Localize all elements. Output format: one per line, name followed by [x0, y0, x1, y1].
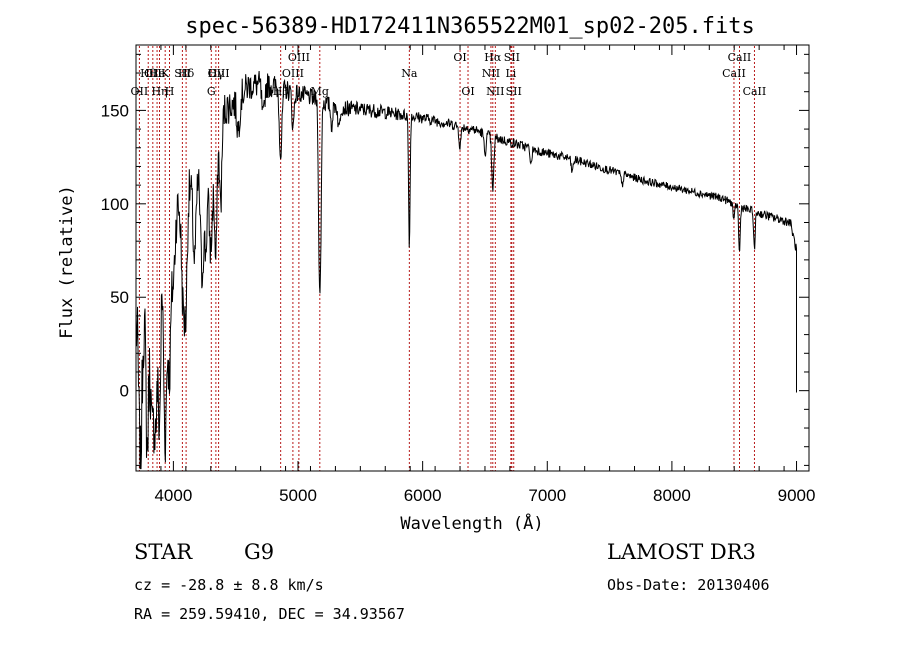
coordinates-text: RA = 259.59410, DEC = 34.93567	[134, 605, 405, 623]
line-marker-group	[138, 46, 755, 471]
x-tick-label: 9000	[778, 486, 816, 505]
line-label-27: CaII	[743, 85, 767, 98]
line-label-3: He	[149, 67, 165, 80]
plot-frame	[135, 44, 810, 472]
line-label-18: OI	[461, 85, 474, 98]
y-tick-label: 100	[101, 195, 129, 214]
line-label-25: CaII	[722, 67, 746, 80]
y-tick-label: 0	[120, 382, 129, 401]
x-tick-label: 8000	[653, 486, 691, 505]
line-label-22: Li	[505, 67, 516, 80]
line-label-24: SII	[506, 85, 522, 98]
line-label-10: Hγ	[208, 67, 225, 80]
line-label-group: OIIHθOIIHeHηKHSIIHδGHγOIIIHβOIIIOIIIMgNa…	[131, 51, 767, 98]
line-label-16: Na	[401, 67, 418, 80]
line-label-6: H	[165, 85, 175, 98]
object-subclass: G9	[244, 540, 274, 564]
x-axis-label: Wavelength (Å)	[400, 512, 543, 534]
x-tick-label: 5000	[279, 486, 317, 505]
spectrum-line	[135, 70, 797, 470]
line-label-7: SII	[174, 67, 190, 80]
chart-title: spec-56389-HD172411N365522M01_sp02-205.f…	[185, 14, 755, 39]
obs-date-text: Obs-Date: 20130406	[607, 576, 770, 594]
y-tick-label: 50	[110, 288, 129, 307]
line-label-13: OIII	[282, 67, 304, 80]
line-label-26: CaII	[728, 51, 752, 64]
line-label-1: Hθ	[140, 67, 157, 80]
line-label-5: K	[161, 67, 170, 80]
x-tick-label: 6000	[404, 486, 442, 505]
x-tick-label: 7000	[528, 486, 566, 505]
line-label-9: G	[207, 85, 216, 98]
line-label-4: Hη	[151, 85, 167, 98]
line-label-21: NII	[486, 85, 504, 98]
x-tick-label: 4000	[154, 486, 192, 505]
line-label-11: OIII	[208, 67, 230, 80]
y-axis-ticks: 0 50 100 150	[101, 53, 809, 466]
y-axis-label: Flux (relative)	[57, 185, 77, 339]
line-label-17: OI	[453, 51, 466, 64]
line-label-19: NII	[482, 67, 500, 80]
y-tick-label: 150	[101, 101, 129, 120]
x-axis-ticks: 4000 5000 6000 7000 8000 9000	[135, 45, 816, 505]
line-label-20: Hα	[484, 51, 502, 64]
redshift-text: cz = -28.8 ± 8.8 km/s	[134, 576, 324, 594]
object-class: STAR	[134, 540, 193, 564]
line-label-23: SII	[504, 51, 520, 64]
survey-name: LAMOST DR3	[607, 540, 756, 564]
line-label-8: Hδ	[178, 67, 195, 80]
line-label-2: OII	[144, 67, 162, 80]
line-label-14: OIII	[288, 51, 310, 64]
